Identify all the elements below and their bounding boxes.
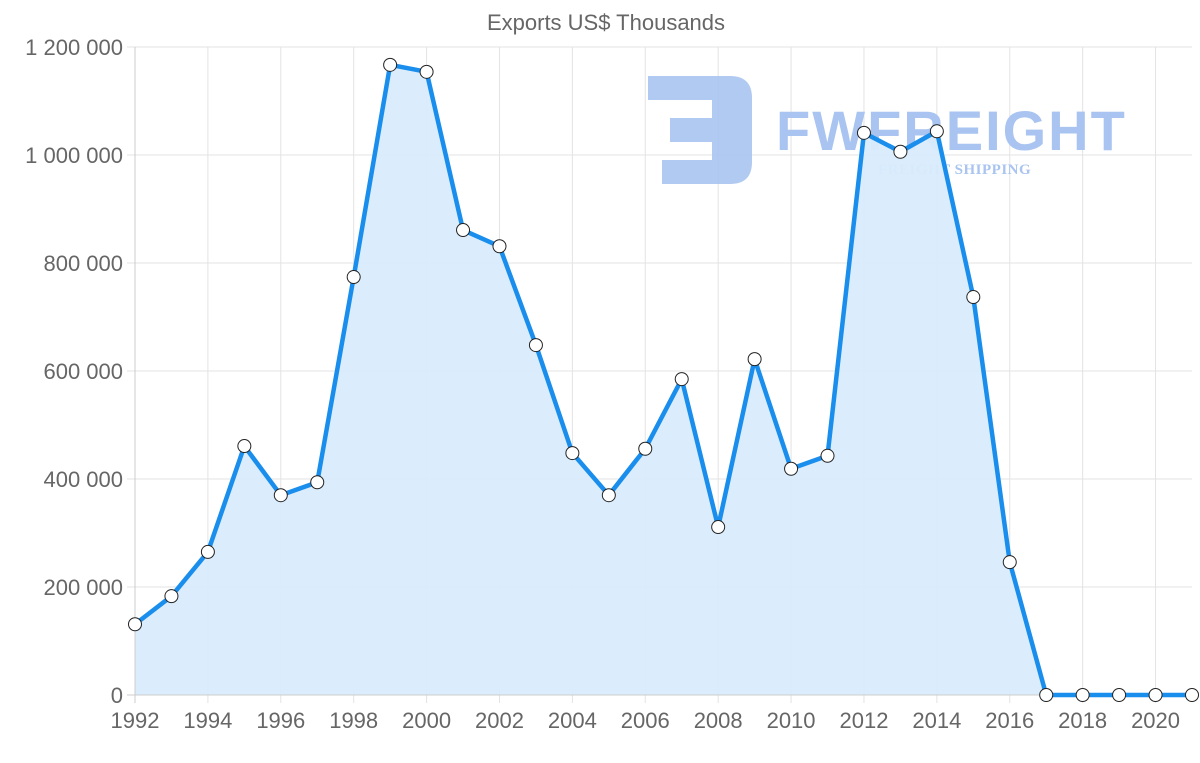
y-axis-labels: 0 200 000 400 000 600 000 800 000 1 000 000 1 …	[25, 35, 123, 708]
x-tick-label: 2000	[402, 708, 451, 733]
x-tick-label: 2002	[475, 708, 524, 733]
axes	[127, 47, 1192, 703]
area-path	[135, 64, 1192, 695]
data-point-marker[interactable]	[1185, 688, 1199, 702]
x-tick-label: 2018	[1058, 708, 1107, 733]
data-point-marker[interactable]	[346, 270, 361, 285]
data-point-marker[interactable]	[237, 439, 252, 454]
x-tick-label: 1992	[111, 708, 160, 733]
chart-title: Exports US$ Thousands	[487, 10, 725, 35]
data-point-marker[interactable]	[200, 544, 215, 559]
data-point-marker[interactable]	[1075, 688, 1090, 702]
data-point-marker[interactable]	[929, 124, 944, 139]
x-tick-label: 2006	[621, 708, 670, 733]
x-tick-label: 2008	[694, 708, 743, 733]
y-tick-label: 400 000	[43, 467, 123, 492]
data-point-marker[interactable]	[747, 352, 762, 367]
y-tick-label: 0	[111, 683, 123, 708]
data-point-marker[interactable]	[1112, 688, 1127, 702]
x-tick-label: 2012	[839, 708, 888, 733]
data-point-marker[interactable]	[419, 64, 434, 79]
watermark-logo-icon	[648, 76, 752, 184]
y-tick-label: 800 000	[43, 251, 123, 276]
data-point-marker[interactable]	[528, 338, 543, 353]
watermark-brand: FWFREIGHT	[776, 99, 1127, 162]
data-point-marker[interactable]	[273, 488, 288, 503]
data-point-marker[interactable]	[638, 441, 653, 456]
data-point-marker[interactable]	[565, 446, 580, 461]
data-point-marker[interactable]	[1148, 688, 1163, 702]
data-point-marker[interactable]	[966, 290, 981, 305]
x-tick-label: 1996	[256, 708, 305, 733]
data-point-marker[interactable]	[856, 125, 871, 140]
data-point-marker[interactable]	[601, 488, 616, 503]
x-tick-label: 2010	[767, 708, 816, 733]
y-tick-label: 1 200 000	[25, 35, 123, 60]
data-point-marker[interactable]	[492, 239, 507, 254]
x-axis-labels: 1992 1994 1996 1998 2000 2002 2004 2006 2008 2010…	[111, 708, 1181, 733]
data-point-marker[interactable]	[456, 223, 471, 238]
x-tick-label: 2014	[912, 708, 961, 733]
data-point-marker[interactable]	[310, 475, 325, 490]
x-tick-label: 2020	[1131, 708, 1180, 733]
data-point-marker[interactable]	[128, 617, 142, 632]
area-fill	[135, 64, 1192, 695]
data-point-marker[interactable]	[820, 448, 835, 463]
data-point-marker[interactable]	[784, 461, 799, 476]
y-tick-label: 200 000	[43, 575, 123, 600]
x-tick-label: 2016	[985, 708, 1034, 733]
x-tick-label: 1994	[183, 708, 232, 733]
data-point-marker[interactable]	[164, 589, 179, 604]
y-tick-label: 1 000 000	[25, 143, 123, 168]
x-tick-label: 1998	[329, 708, 378, 733]
data-point-marker[interactable]	[893, 144, 908, 159]
data-point-marker[interactable]	[383, 57, 398, 72]
y-tick-label: 600 000	[43, 359, 123, 384]
data-point-marker[interactable]	[1002, 555, 1017, 570]
data-point-marker[interactable]	[1039, 688, 1054, 702]
data-markers	[128, 57, 1199, 702]
x-tick-label: 2004	[548, 708, 597, 733]
data-point-marker[interactable]	[711, 520, 726, 535]
data-point-marker[interactable]	[674, 372, 689, 387]
watermark: FWFREIGHT FREIGHT SHIPPING	[648, 76, 1127, 184]
